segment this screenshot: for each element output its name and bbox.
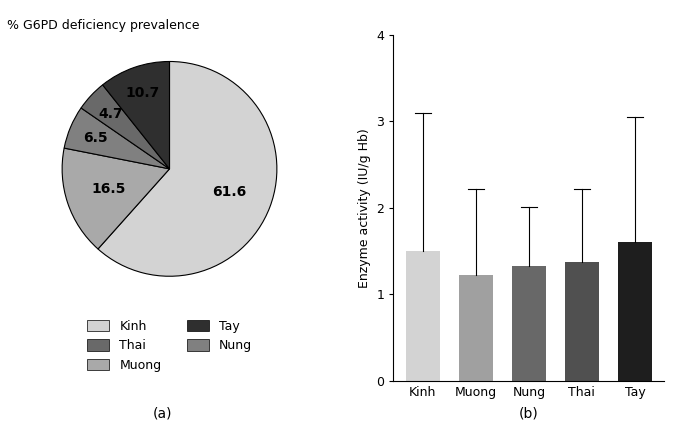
Text: (b): (b) [519, 406, 539, 420]
Bar [512, 266, 546, 381]
Bar [565, 262, 599, 381]
Bar [458, 275, 493, 381]
Wedge shape [81, 85, 170, 169]
Text: % G6PD deficiency prevalence: % G6PD deficiency prevalence [7, 19, 199, 32]
Text: 6.5: 6.5 [83, 131, 108, 145]
Wedge shape [64, 108, 170, 169]
Text: 16.5: 16.5 [92, 182, 125, 196]
Text: (a): (a) [153, 406, 172, 420]
Text: 61.6: 61.6 [213, 185, 247, 199]
Legend: Kinh, Thai, Muong, Tay, Nung: Kinh, Thai, Muong, Tay, Nung [87, 320, 252, 372]
Bar [618, 242, 652, 381]
Text: 4.7: 4.7 [98, 107, 123, 121]
Y-axis label: Enzyme activity (IU/g Hb): Enzyme activity (IU/g Hb) [358, 128, 371, 288]
Bar [405, 251, 440, 381]
Wedge shape [98, 61, 277, 276]
Wedge shape [102, 61, 170, 169]
Wedge shape [62, 148, 170, 249]
Text: 10.7: 10.7 [126, 86, 160, 100]
